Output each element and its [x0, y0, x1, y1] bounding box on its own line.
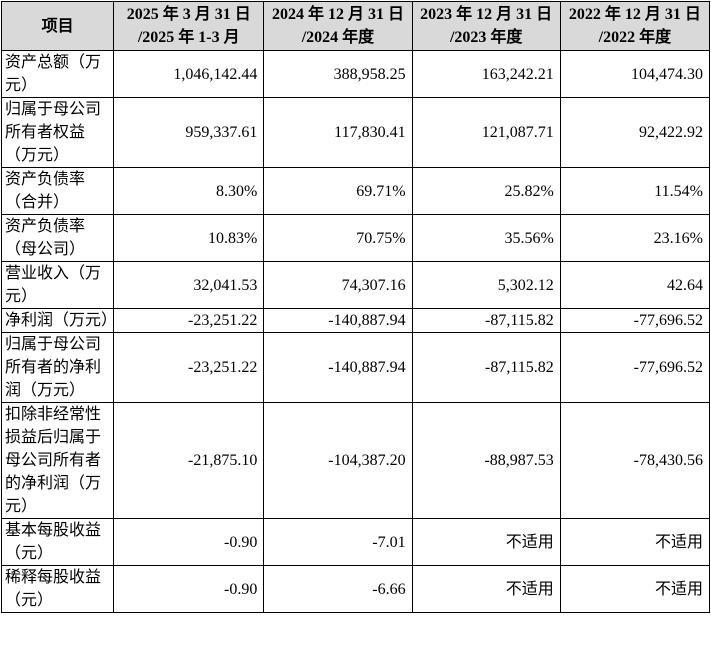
cell-value: -87,115.82	[411, 308, 561, 333]
header-text: 2025 年 3 月 31 日	[126, 6, 251, 23]
cell-value: 32,041.53	[113, 261, 265, 309]
cell-value: 23.16%	[559, 214, 711, 262]
table-row: 净利润（万元） -23,251.22 -140,887.94 -87,115.82 -7…	[0, 308, 711, 333]
header-cell: 2024 年 12 月 31 日/2024 年度	[263, 1, 413, 51]
row-label: 资产负债率（母公司）	[0, 214, 115, 262]
cell-value: -77,696.52	[559, 308, 711, 333]
row-label: 归属于母公司所有者权益（万元）	[0, 97, 115, 168]
cell-value: 不适用	[411, 565, 561, 613]
cell-value: 117,830.41	[263, 97, 413, 168]
header-text: 2024 年 12 月 31 日	[271, 6, 404, 23]
cell-value: 11.54%	[559, 167, 711, 215]
table-row: 稀释每股收益（元） -0.90 -6.66 不适用 不适用	[0, 565, 711, 613]
cell-value: 1,046,142.44	[113, 50, 265, 98]
header-row: 项目 2025 年 3 月 31 日/2025 年 1-3 月 2024 年 12 …	[0, 1, 711, 51]
cell-value: -0.90	[113, 518, 265, 566]
row-label: 营业收入（万元）	[0, 261, 115, 309]
table-row: 扣除非经常性损益后归属于母公司所有者的净利润（万元） -21,875.10 -104…	[0, 402, 711, 519]
table-row: 归属于母公司所有者的净利润（万元） -23,251.22 -140,887.94 -8…	[0, 332, 711, 403]
cell-value: 74,307.16	[263, 261, 413, 309]
header-cell: 2025 年 3 月 31 日/2025 年 1-3 月	[113, 1, 265, 51]
cell-value: -21,875.10	[113, 402, 265, 519]
table-body: 资产总额（万元） 1,046,142.44 388,958.25 163,242.21…	[0, 50, 711, 613]
cell-value: 69.71%	[263, 167, 413, 215]
cell-value: -140,887.94	[263, 308, 413, 333]
header-text: /2025 年 1-3 月	[137, 29, 240, 46]
header-text: 2023 年 12 月 31 日	[420, 6, 553, 23]
cell-value: 10.83%	[113, 214, 265, 262]
cell-value: 42.64	[559, 261, 711, 309]
cell-value: 不适用	[411, 518, 561, 566]
header-cell: 2023 年 12 月 31 日/2023 年度	[411, 1, 561, 51]
cell-value: 5,302.12	[411, 261, 561, 309]
header-cell: 项目	[0, 1, 115, 51]
header-text: /2022 年度	[598, 29, 672, 46]
cell-value: 121,087.71	[411, 97, 561, 168]
cell-value: -77,696.52	[559, 332, 711, 403]
cell-value: -87,115.82	[411, 332, 561, 403]
cell-value: 959,337.61	[113, 97, 265, 168]
cell-value: -78,430.56	[559, 402, 711, 519]
cell-value: -23,251.22	[113, 332, 265, 403]
cell-value: 不适用	[559, 518, 711, 566]
cell-value: -0.90	[113, 565, 265, 613]
cell-value: -6.66	[263, 565, 413, 613]
cell-value: 163,242.21	[411, 50, 561, 98]
cell-value: 35.56%	[411, 214, 561, 262]
table-row: 资产负债率（合并） 8.30% 69.71% 25.82% 11.54%	[0, 167, 711, 215]
row-label: 稀释每股收益（元）	[0, 565, 115, 613]
cell-value: 不适用	[559, 565, 711, 613]
table-row: 营业收入（万元） 32,041.53 74,307.16 5,302.12 42.64	[0, 261, 711, 309]
row-label: 归属于母公司所有者的净利润（万元）	[0, 332, 115, 403]
cell-value: -7.01	[263, 518, 413, 566]
cell-value: 8.30%	[113, 167, 265, 215]
row-label: 基本每股收益（元）	[0, 518, 115, 566]
header-text: 2022 年 12 月 31 日	[568, 6, 701, 23]
table-row: 资产总额（万元） 1,046,142.44 388,958.25 163,242.21…	[0, 50, 711, 98]
table-row: 基本每股收益（元） -0.90 -7.01 不适用 不适用	[0, 518, 711, 566]
table-row: 资产负债率（母公司） 10.83% 70.75% 35.56% 23.16%	[0, 214, 711, 262]
row-label: 资产总额（万元）	[0, 50, 115, 98]
cell-value: -104,387.20	[263, 402, 413, 519]
row-label: 净利润（万元）	[0, 308, 117, 333]
cell-value: 25.82%	[411, 167, 561, 215]
cell-value: 70.75%	[263, 214, 413, 262]
cell-value: -23,251.22	[113, 308, 265, 333]
data-table: 项目 2025 年 3 月 31 日/2025 年 1-3 月 2024 年 12 …	[0, 1, 711, 613]
header-text: 项目	[41, 17, 74, 35]
cell-value: -140,887.94	[263, 332, 413, 403]
cell-value: 388,958.25	[263, 50, 413, 98]
table-row: 归属于母公司所有者权益（万元） 959,337.61 117,830.41 121,0…	[0, 97, 711, 168]
cell-value: -88,987.53	[411, 402, 561, 519]
cell-value: 92,422.92	[559, 97, 711, 168]
header-cell: 2022 年 12 月 31 日/2022 年度	[559, 1, 711, 51]
row-label: 扣除非经常性损益后归属于母公司所有者的净利润（万元）	[0, 402, 115, 519]
row-label: 资产负债率（合并）	[0, 167, 115, 215]
header-text: /2023 年度	[449, 29, 523, 46]
cell-value: 104,474.30	[559, 50, 711, 98]
header-text: /2024 年度	[301, 29, 375, 46]
